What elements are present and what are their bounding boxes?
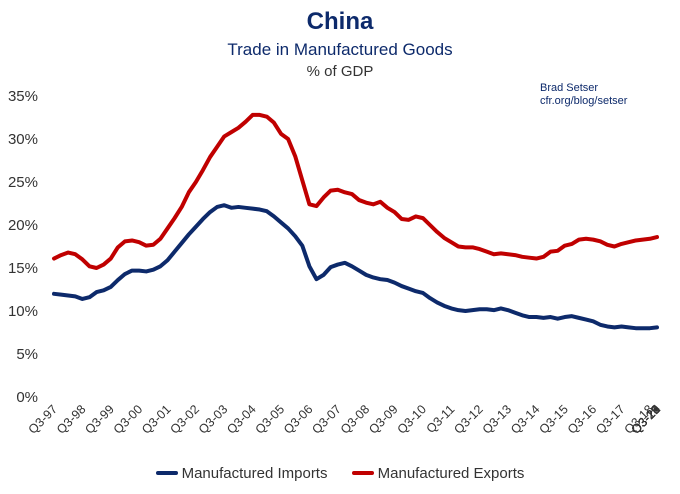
y-tick-label: 0% [16,389,38,406]
x-tick-label: Q3-15 [536,402,570,436]
legend-label-exports: Manufactured Exports [377,464,525,482]
x-tick-label: Q3-09 [366,402,400,436]
credit-name: Brad Setser [540,82,599,94]
series-line-manufactured-imports [52,203,659,331]
x-tick-label: Q3-08 [338,402,372,436]
legend-item-imports: Manufactured Imports [155,464,328,482]
legend-swatch-imports [155,471,178,475]
x-tick-label: Q3-97 [26,402,60,436]
x-tick-label: Q3-11 [424,402,458,436]
y-tick-label: 5% [16,346,38,363]
x-tick-label: Q3-03 [196,402,230,436]
x-tick-label: Q3-00 [111,402,145,436]
legend-label-imports: Manufactured Imports [181,464,328,482]
y-tick-label: 30% [8,131,38,148]
x-tick-label: Q3-12 [451,402,485,436]
x-tick-label: Q3-10 [395,402,429,436]
x-tick-label: Q3-98 [54,402,88,436]
x-axis: Q3-97Q3-98Q3-99Q3-00Q3-01Q3-02Q3-03Q3-04… [26,402,663,436]
x-tick-label: Q3-06 [281,402,315,436]
series-lines [52,112,659,331]
x-tick-label: Q3-05 [253,402,287,436]
series-line-manufactured-exports [52,112,659,270]
legend-swatch-exports [351,471,374,475]
legend-item-exports: Manufactured Exports [351,464,525,482]
x-tick-label: Q3-07 [309,402,343,436]
y-tick-label: 35% [8,88,38,105]
x-tick-label: Q3-04 [224,402,258,436]
chart-subtitle: Trade in Manufactured Goods [227,40,453,59]
x-tick-label: Q3-14 [508,402,542,436]
x-tick-label: Q3-13 [480,402,514,436]
chart-unit-label: % of GDP [306,63,374,80]
x-tick-label: Q3-01 [139,402,173,436]
author-credit: Brad Setser cfr.org/blog/setser [540,82,627,108]
x-tick-label: Q3-02 [168,402,202,436]
x-tick-label: Q3-99 [82,402,116,436]
credit-url: cfr.org/blog/setser [540,95,628,107]
y-tick-label: 15% [8,260,38,277]
y-tick-label: 10% [8,303,38,320]
x-tick-label: Q3-16 [565,402,599,436]
y-tick-label: 25% [8,174,38,191]
chart-title: China [306,8,374,35]
y-axis: 0% 5% 10% 15% 20% 25% 30% 35% [8,88,38,406]
legend: Manufactured Imports Manufactured Export… [0,462,680,482]
x-tick-label: Q3-17 [593,402,627,436]
y-tick-label: 20% [8,217,38,234]
